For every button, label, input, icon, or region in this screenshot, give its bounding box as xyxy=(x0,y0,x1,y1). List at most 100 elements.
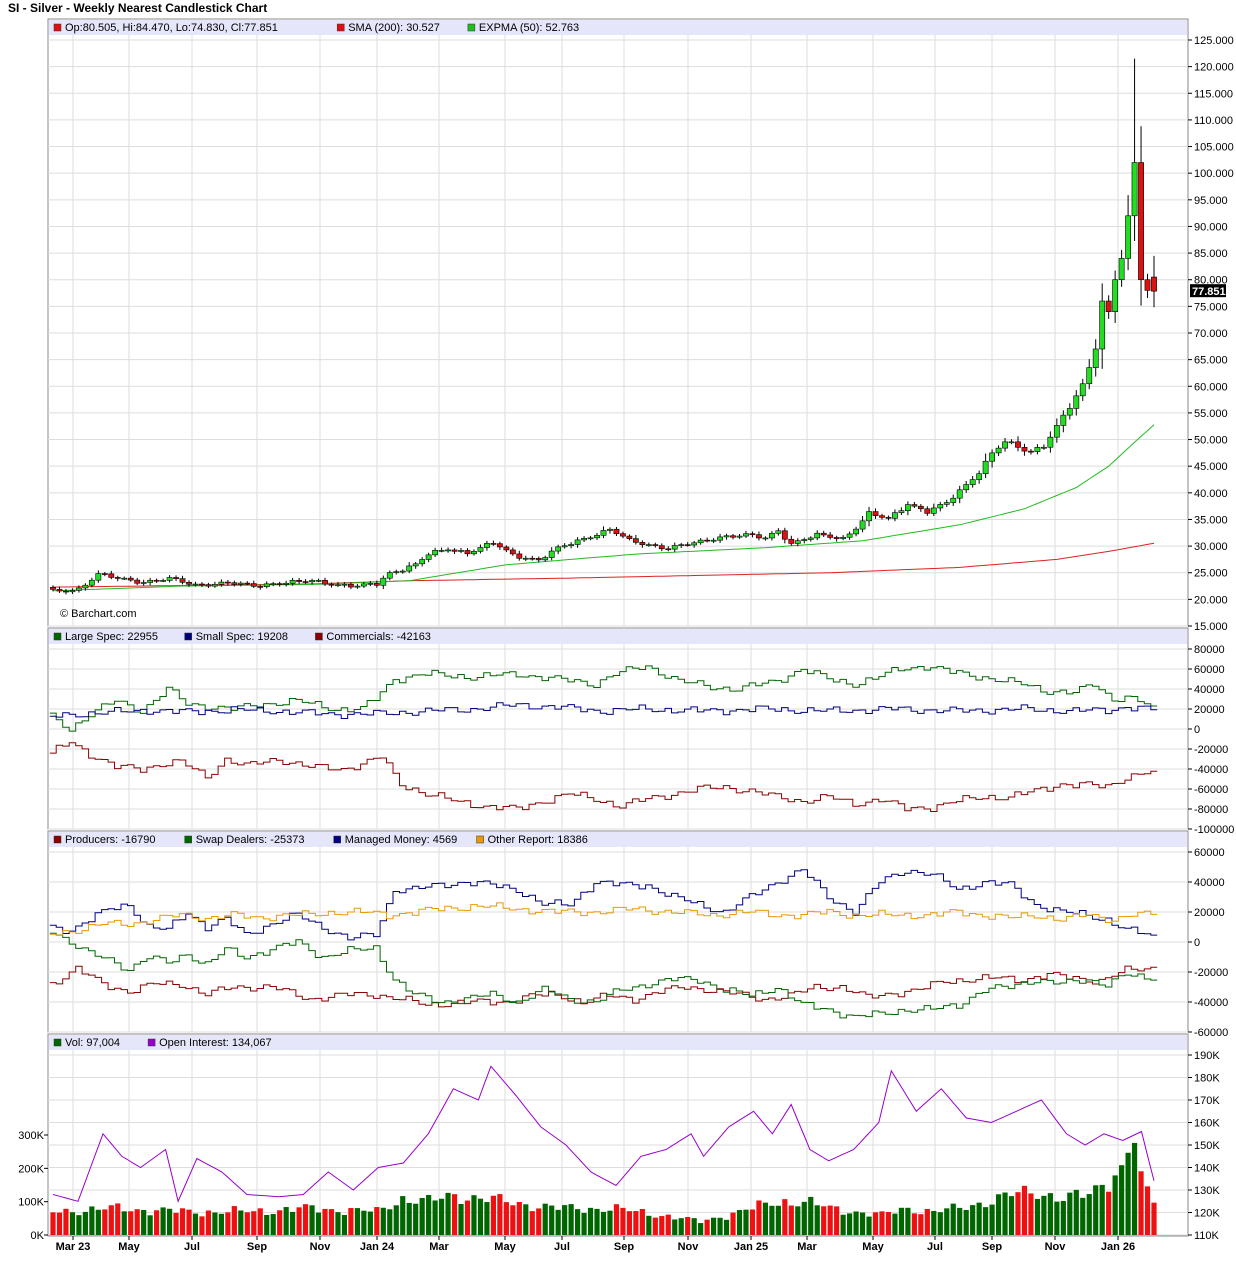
volume-bar xyxy=(432,1200,438,1235)
volume-bar xyxy=(173,1212,179,1235)
legend-label: Commercials: -42163 xyxy=(326,631,431,643)
candle-down xyxy=(1144,279,1151,291)
candle-up xyxy=(1073,395,1080,409)
candle-down xyxy=(322,580,328,585)
volume-bar xyxy=(866,1216,872,1235)
candle-up xyxy=(801,539,808,541)
panel-2-frame xyxy=(47,830,1189,1033)
candle-down xyxy=(749,533,756,535)
volume-bar xyxy=(717,1217,723,1235)
candle-down xyxy=(296,580,303,582)
volume-bar xyxy=(698,1223,704,1235)
candle-up xyxy=(568,544,575,547)
vol-y-tick-label: 300K xyxy=(18,1130,44,1142)
candle-up xyxy=(775,530,782,534)
candle-up xyxy=(1092,348,1099,368)
volume-bar xyxy=(264,1214,270,1235)
panel-0-frame xyxy=(47,18,1189,627)
volume-bar xyxy=(484,1202,490,1235)
panel-2-y-tick-label: -60000 xyxy=(1194,1027,1228,1039)
candle-down xyxy=(503,546,510,551)
candle-up xyxy=(522,557,529,560)
legend-swatch xyxy=(315,632,323,641)
x-tick-label: May xyxy=(862,1241,884,1253)
volume-bar xyxy=(749,1209,756,1235)
x-tick-label: May xyxy=(118,1241,140,1253)
oi-y-tick-label: 130K xyxy=(1194,1185,1220,1197)
candle-down xyxy=(1015,441,1021,448)
volume-bar xyxy=(69,1212,76,1235)
price-y-tick-label: 125.000 xyxy=(1194,35,1234,47)
panel-1-y-tick-label: 60000 xyxy=(1194,664,1225,676)
candle-down xyxy=(613,528,620,534)
volume-bar xyxy=(885,1211,892,1235)
candle-up xyxy=(160,580,166,582)
x-tick-label: Jul xyxy=(184,1241,200,1253)
candle-up xyxy=(1066,408,1073,416)
open-interest-line xyxy=(52,1065,1155,1203)
candle-up xyxy=(697,539,704,544)
candle-up xyxy=(283,582,290,585)
candle-up xyxy=(678,544,685,546)
volume-bar xyxy=(1125,1152,1131,1235)
x-tick-label: Nov xyxy=(678,1241,700,1253)
candle-up xyxy=(1053,425,1060,438)
volume-bar xyxy=(685,1217,691,1235)
candle-up xyxy=(807,537,814,540)
legend-swatch xyxy=(476,835,484,844)
volume-bar xyxy=(1093,1185,1099,1235)
candle-up xyxy=(386,572,393,579)
volume-bar xyxy=(736,1210,743,1235)
panel-2-y-tick-label: 20000 xyxy=(1194,907,1225,919)
candle-up xyxy=(192,583,199,586)
volume-bar xyxy=(218,1213,224,1235)
candle-up xyxy=(930,507,937,514)
volume-bar xyxy=(665,1214,671,1235)
candle-up xyxy=(548,550,555,558)
candle-up xyxy=(445,549,451,552)
legend-swatch xyxy=(336,23,345,32)
volume-bar xyxy=(89,1206,95,1235)
candle-down xyxy=(153,579,160,582)
candle-up xyxy=(438,550,445,552)
series-other-report-line xyxy=(49,902,1158,936)
series-managed-money-line xyxy=(49,869,1158,941)
volume-bar xyxy=(335,1212,341,1235)
oi-y-tick-label: 120K xyxy=(1194,1208,1220,1220)
volume-bar xyxy=(775,1205,781,1235)
volume-bar xyxy=(134,1209,140,1235)
candle-up xyxy=(1112,279,1119,312)
price-y-tick-label: 30.000 xyxy=(1194,541,1228,553)
price-y-tick-label: 70.000 xyxy=(1194,328,1228,340)
candle-up xyxy=(969,479,976,485)
volume-bar xyxy=(827,1205,833,1235)
candle-down xyxy=(173,577,179,579)
price-y-tick-label: 65.000 xyxy=(1194,355,1228,367)
candle-up xyxy=(814,532,821,539)
candle-up xyxy=(846,533,853,538)
volume-bar xyxy=(1073,1189,1079,1235)
volume-bar xyxy=(892,1213,898,1235)
candle-up xyxy=(555,546,562,552)
panel-1-y-tick-label: -60000 xyxy=(1194,784,1228,796)
candle-up xyxy=(458,550,464,552)
candle-up xyxy=(950,497,957,503)
volume-bar xyxy=(672,1219,678,1235)
candle-up xyxy=(315,580,322,582)
volume-bar xyxy=(1054,1201,1060,1235)
volume-bar xyxy=(400,1196,406,1235)
volume-bar xyxy=(613,1204,620,1235)
price-y-tick-label: 85.000 xyxy=(1194,248,1228,260)
panel-2-y-tick-label: 0 xyxy=(1194,937,1200,949)
panel-1-y-tick-label: -80000 xyxy=(1194,804,1228,816)
volume-bar xyxy=(166,1208,173,1235)
vol-y-tick-label: 100K xyxy=(18,1197,44,1209)
candle-down xyxy=(101,573,108,575)
volume-bar xyxy=(626,1211,633,1235)
volume-bar xyxy=(762,1202,769,1235)
candle-up xyxy=(717,536,723,541)
candle-up xyxy=(587,537,594,540)
volume-bar xyxy=(160,1207,166,1235)
candle-up xyxy=(360,583,367,587)
panel-1-y-tick-label: 40000 xyxy=(1194,684,1225,696)
